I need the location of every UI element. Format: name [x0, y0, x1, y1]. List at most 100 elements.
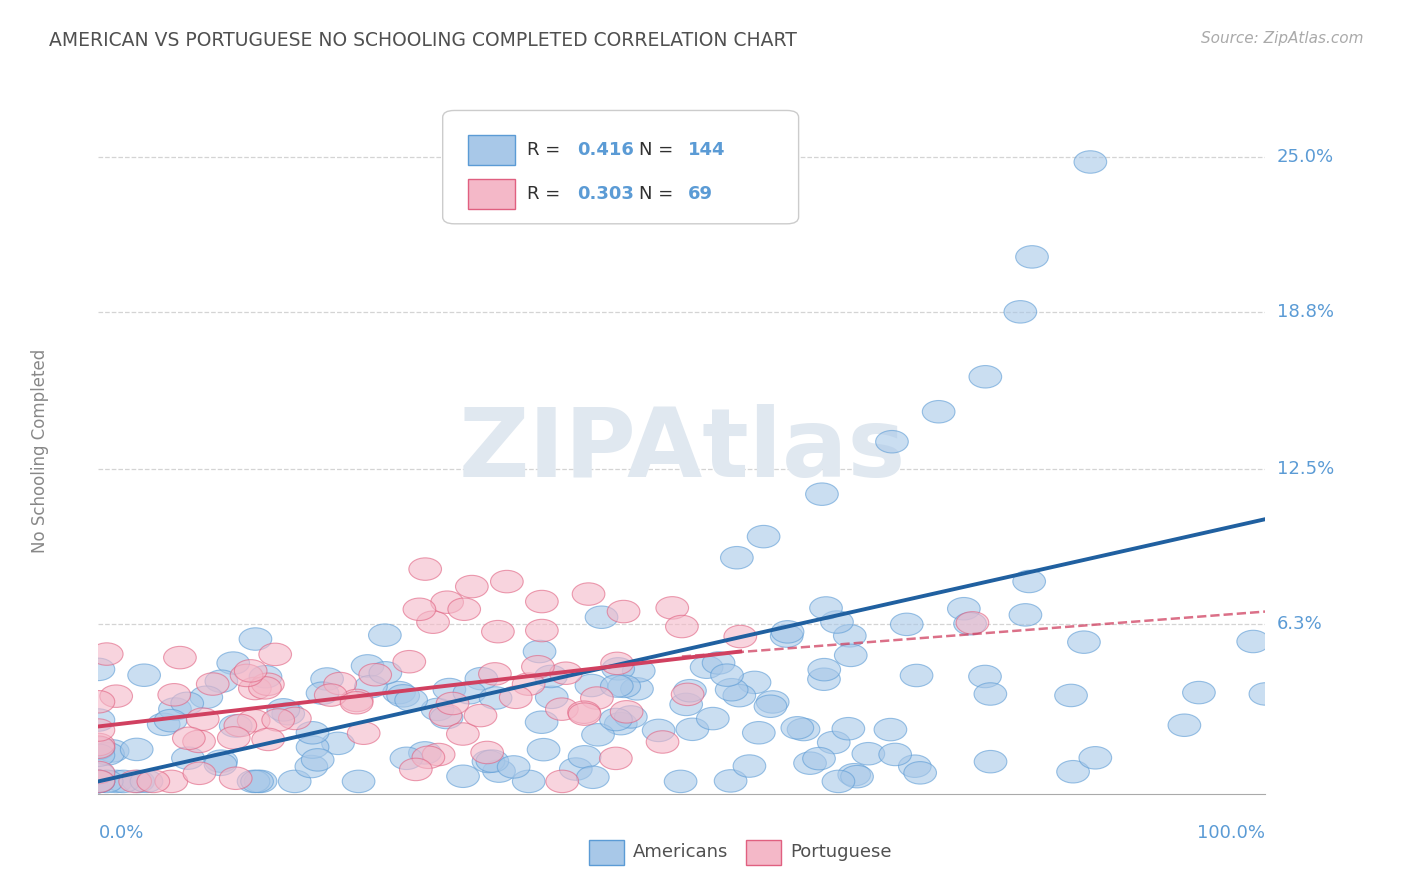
Ellipse shape: [422, 743, 456, 765]
Text: Portuguese: Portuguese: [790, 843, 891, 862]
Ellipse shape: [522, 656, 554, 678]
Text: 100.0%: 100.0%: [1198, 824, 1265, 842]
Ellipse shape: [890, 613, 924, 636]
Ellipse shape: [1067, 631, 1101, 653]
Ellipse shape: [974, 750, 1007, 772]
Ellipse shape: [238, 770, 270, 793]
Ellipse shape: [875, 718, 907, 741]
Ellipse shape: [148, 713, 180, 736]
Ellipse shape: [155, 709, 187, 731]
Ellipse shape: [714, 770, 747, 792]
Ellipse shape: [456, 575, 488, 598]
Text: 144: 144: [688, 141, 725, 159]
Ellipse shape: [841, 765, 873, 788]
Ellipse shape: [409, 741, 441, 764]
Ellipse shape: [756, 690, 789, 714]
Ellipse shape: [382, 681, 415, 704]
Ellipse shape: [136, 770, 170, 793]
Ellipse shape: [409, 558, 441, 581]
Text: R =: R =: [527, 141, 565, 159]
Ellipse shape: [823, 770, 855, 793]
Ellipse shape: [838, 764, 870, 786]
Ellipse shape: [422, 698, 454, 721]
Ellipse shape: [614, 706, 647, 728]
Ellipse shape: [100, 685, 132, 707]
Ellipse shape: [690, 656, 723, 679]
Ellipse shape: [412, 746, 444, 769]
Ellipse shape: [315, 684, 347, 706]
Ellipse shape: [197, 673, 229, 695]
Ellipse shape: [322, 732, 354, 755]
Ellipse shape: [620, 678, 654, 700]
Ellipse shape: [187, 708, 219, 731]
Ellipse shape: [128, 664, 160, 687]
Ellipse shape: [526, 711, 558, 733]
Ellipse shape: [716, 679, 748, 701]
Ellipse shape: [1054, 684, 1087, 706]
Text: 12.5%: 12.5%: [1277, 460, 1334, 478]
Ellipse shape: [600, 674, 633, 698]
Ellipse shape: [392, 650, 426, 673]
Ellipse shape: [404, 598, 436, 621]
Ellipse shape: [100, 770, 132, 793]
Ellipse shape: [879, 743, 911, 765]
Ellipse shape: [387, 684, 419, 707]
Ellipse shape: [472, 750, 505, 772]
Ellipse shape: [447, 765, 479, 788]
Ellipse shape: [948, 598, 980, 620]
Ellipse shape: [368, 624, 401, 647]
Ellipse shape: [643, 719, 675, 741]
Ellipse shape: [131, 770, 163, 792]
FancyBboxPatch shape: [468, 179, 515, 210]
Ellipse shape: [600, 652, 634, 674]
Ellipse shape: [245, 770, 277, 793]
Ellipse shape: [239, 677, 271, 699]
Ellipse shape: [581, 687, 613, 709]
Ellipse shape: [742, 722, 775, 744]
Ellipse shape: [311, 668, 343, 690]
Ellipse shape: [120, 770, 152, 793]
Ellipse shape: [1182, 681, 1215, 704]
Ellipse shape: [720, 547, 754, 569]
Ellipse shape: [82, 719, 115, 741]
Ellipse shape: [183, 731, 215, 753]
Ellipse shape: [482, 621, 515, 643]
Ellipse shape: [267, 698, 299, 721]
Ellipse shape: [696, 707, 730, 730]
Ellipse shape: [297, 736, 329, 758]
Ellipse shape: [974, 682, 1007, 706]
Ellipse shape: [430, 706, 463, 729]
Ellipse shape: [527, 739, 560, 761]
Ellipse shape: [342, 770, 375, 793]
Ellipse shape: [82, 709, 115, 731]
Ellipse shape: [262, 709, 294, 731]
Ellipse shape: [607, 600, 640, 623]
Ellipse shape: [249, 677, 281, 699]
Ellipse shape: [780, 716, 814, 739]
Ellipse shape: [738, 671, 770, 694]
Text: No Schooling Completed: No Schooling Completed: [31, 349, 49, 552]
Ellipse shape: [395, 689, 427, 711]
Ellipse shape: [478, 663, 512, 685]
Ellipse shape: [218, 727, 250, 749]
Ellipse shape: [599, 708, 633, 731]
Ellipse shape: [90, 770, 124, 793]
Ellipse shape: [155, 770, 187, 793]
Ellipse shape: [252, 673, 284, 696]
Ellipse shape: [1057, 761, 1090, 783]
Ellipse shape: [602, 657, 634, 680]
Ellipse shape: [477, 750, 509, 772]
Ellipse shape: [526, 591, 558, 613]
Ellipse shape: [1012, 570, 1046, 592]
FancyBboxPatch shape: [747, 840, 782, 864]
Ellipse shape: [249, 665, 281, 688]
Text: 69: 69: [688, 186, 713, 203]
Ellipse shape: [307, 682, 339, 705]
Ellipse shape: [770, 624, 803, 648]
Ellipse shape: [852, 742, 884, 765]
Ellipse shape: [82, 770, 115, 793]
Text: 0.0%: 0.0%: [98, 824, 143, 842]
Ellipse shape: [821, 611, 853, 633]
Ellipse shape: [969, 366, 1001, 388]
Ellipse shape: [671, 683, 704, 706]
